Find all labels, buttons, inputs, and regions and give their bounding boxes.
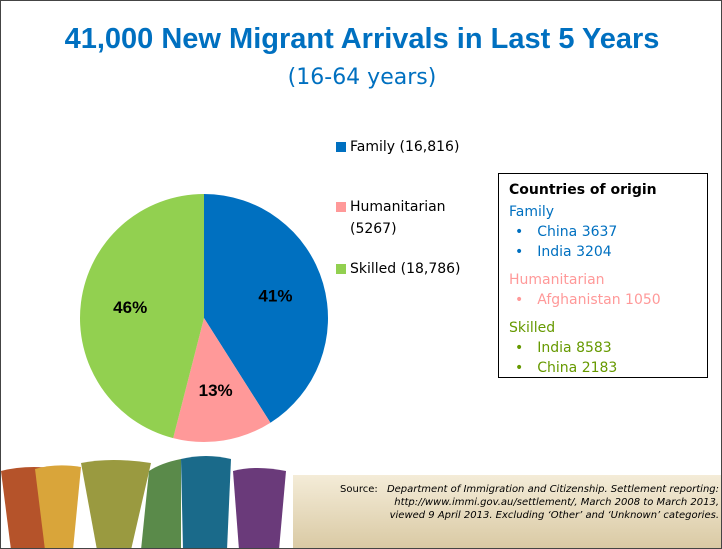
pie-slice — [80, 194, 204, 439]
group-list: China 3637India 3204 — [509, 222, 697, 262]
legend-swatch — [336, 142, 346, 152]
pie-slice — [204, 194, 329, 423]
origin-item: China 2183 — [515, 358, 697, 378]
source-line: Department of Immigration and Citizenshi… — [386, 484, 719, 495]
source-label: Source: — [340, 484, 378, 495]
data-label: 13% — [199, 381, 233, 400]
legend-swatch — [336, 202, 346, 212]
group-name: Family — [509, 204, 555, 220]
origin-item: China 3637 — [515, 222, 697, 242]
origin-item: India 8583 — [515, 338, 697, 358]
decoration — [1, 456, 286, 548]
box-title: Countries of origin — [509, 182, 657, 198]
source-note: Source: Department of Immigration and Ci… — [293, 475, 721, 548]
group-list: India 8583China 2183 — [509, 338, 697, 378]
source-line: viewed 9 April 2013. Excluding ‘Other’ a… — [389, 510, 719, 521]
data-label: 46% — [113, 298, 147, 317]
group-list: Afghanistan 1050 — [509, 290, 697, 310]
data-label: 41% — [258, 287, 292, 306]
chart-subtitle: (16-64 years) — [287, 65, 437, 90]
legend-label: Family (16,816) — [350, 139, 460, 155]
legend-entry: Family (16,816) — [336, 136, 466, 158]
pie-slice — [173, 318, 271, 442]
legend-entry: Skilled (18,786) — [336, 258, 466, 280]
legend-label: Skilled (18,786) — [350, 261, 461, 277]
origin-box: Countries of origin FamilyChina 3637Indi… — [498, 173, 708, 378]
legend-entry: Humanitarian (5267) — [336, 196, 466, 240]
source-line: http://www.immi.gov.au/settlement/, Marc… — [394, 497, 719, 508]
group-name: Humanitarian — [509, 272, 605, 288]
origin-item: Afghanistan 1050 — [515, 290, 697, 310]
chart-title: 41,000 New Migrant Arrivals in Last 5 Ye… — [64, 23, 660, 55]
legend-swatch — [336, 264, 346, 274]
legend-label: Humanitarian (5267) — [350, 199, 446, 237]
group-name: Skilled — [509, 320, 556, 336]
origin-item: India 3204 — [515, 242, 697, 262]
